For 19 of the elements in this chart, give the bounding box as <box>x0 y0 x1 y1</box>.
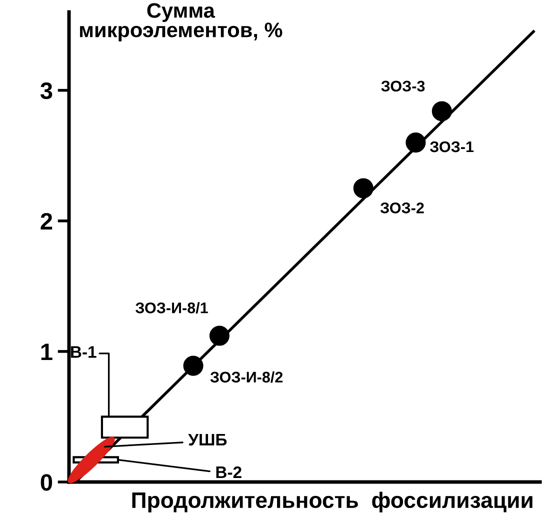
y-tick-label: 3 <box>40 82 52 100</box>
annotation: ЗОЗ-1 <box>430 141 474 152</box>
band-label: В-1 <box>71 346 96 358</box>
point <box>406 132 426 153</box>
annotation: ЗОЗ-2 <box>380 202 424 214</box>
y-tick-label: 1 <box>41 344 52 360</box>
band-label: В-2 <box>216 466 242 478</box>
x-axis-title: Продолжительность фоссилизации <box>132 492 532 512</box>
point <box>432 101 452 122</box>
y-tick-label: 2 <box>40 212 52 230</box>
point <box>353 178 374 198</box>
y-tick-label: 0 <box>40 474 52 491</box>
y-axis-title: Сумма микроэлементов, % <box>80 3 282 42</box>
annotation: ЗОЗ-И-8/1 <box>135 302 208 314</box>
point <box>183 356 204 376</box>
annotation: ЗОЗ-3 <box>381 80 425 92</box>
annotation: ЗОЗ-И-8/2 <box>210 371 283 383</box>
annotation: УШБ <box>188 434 227 446</box>
point <box>209 326 230 346</box>
